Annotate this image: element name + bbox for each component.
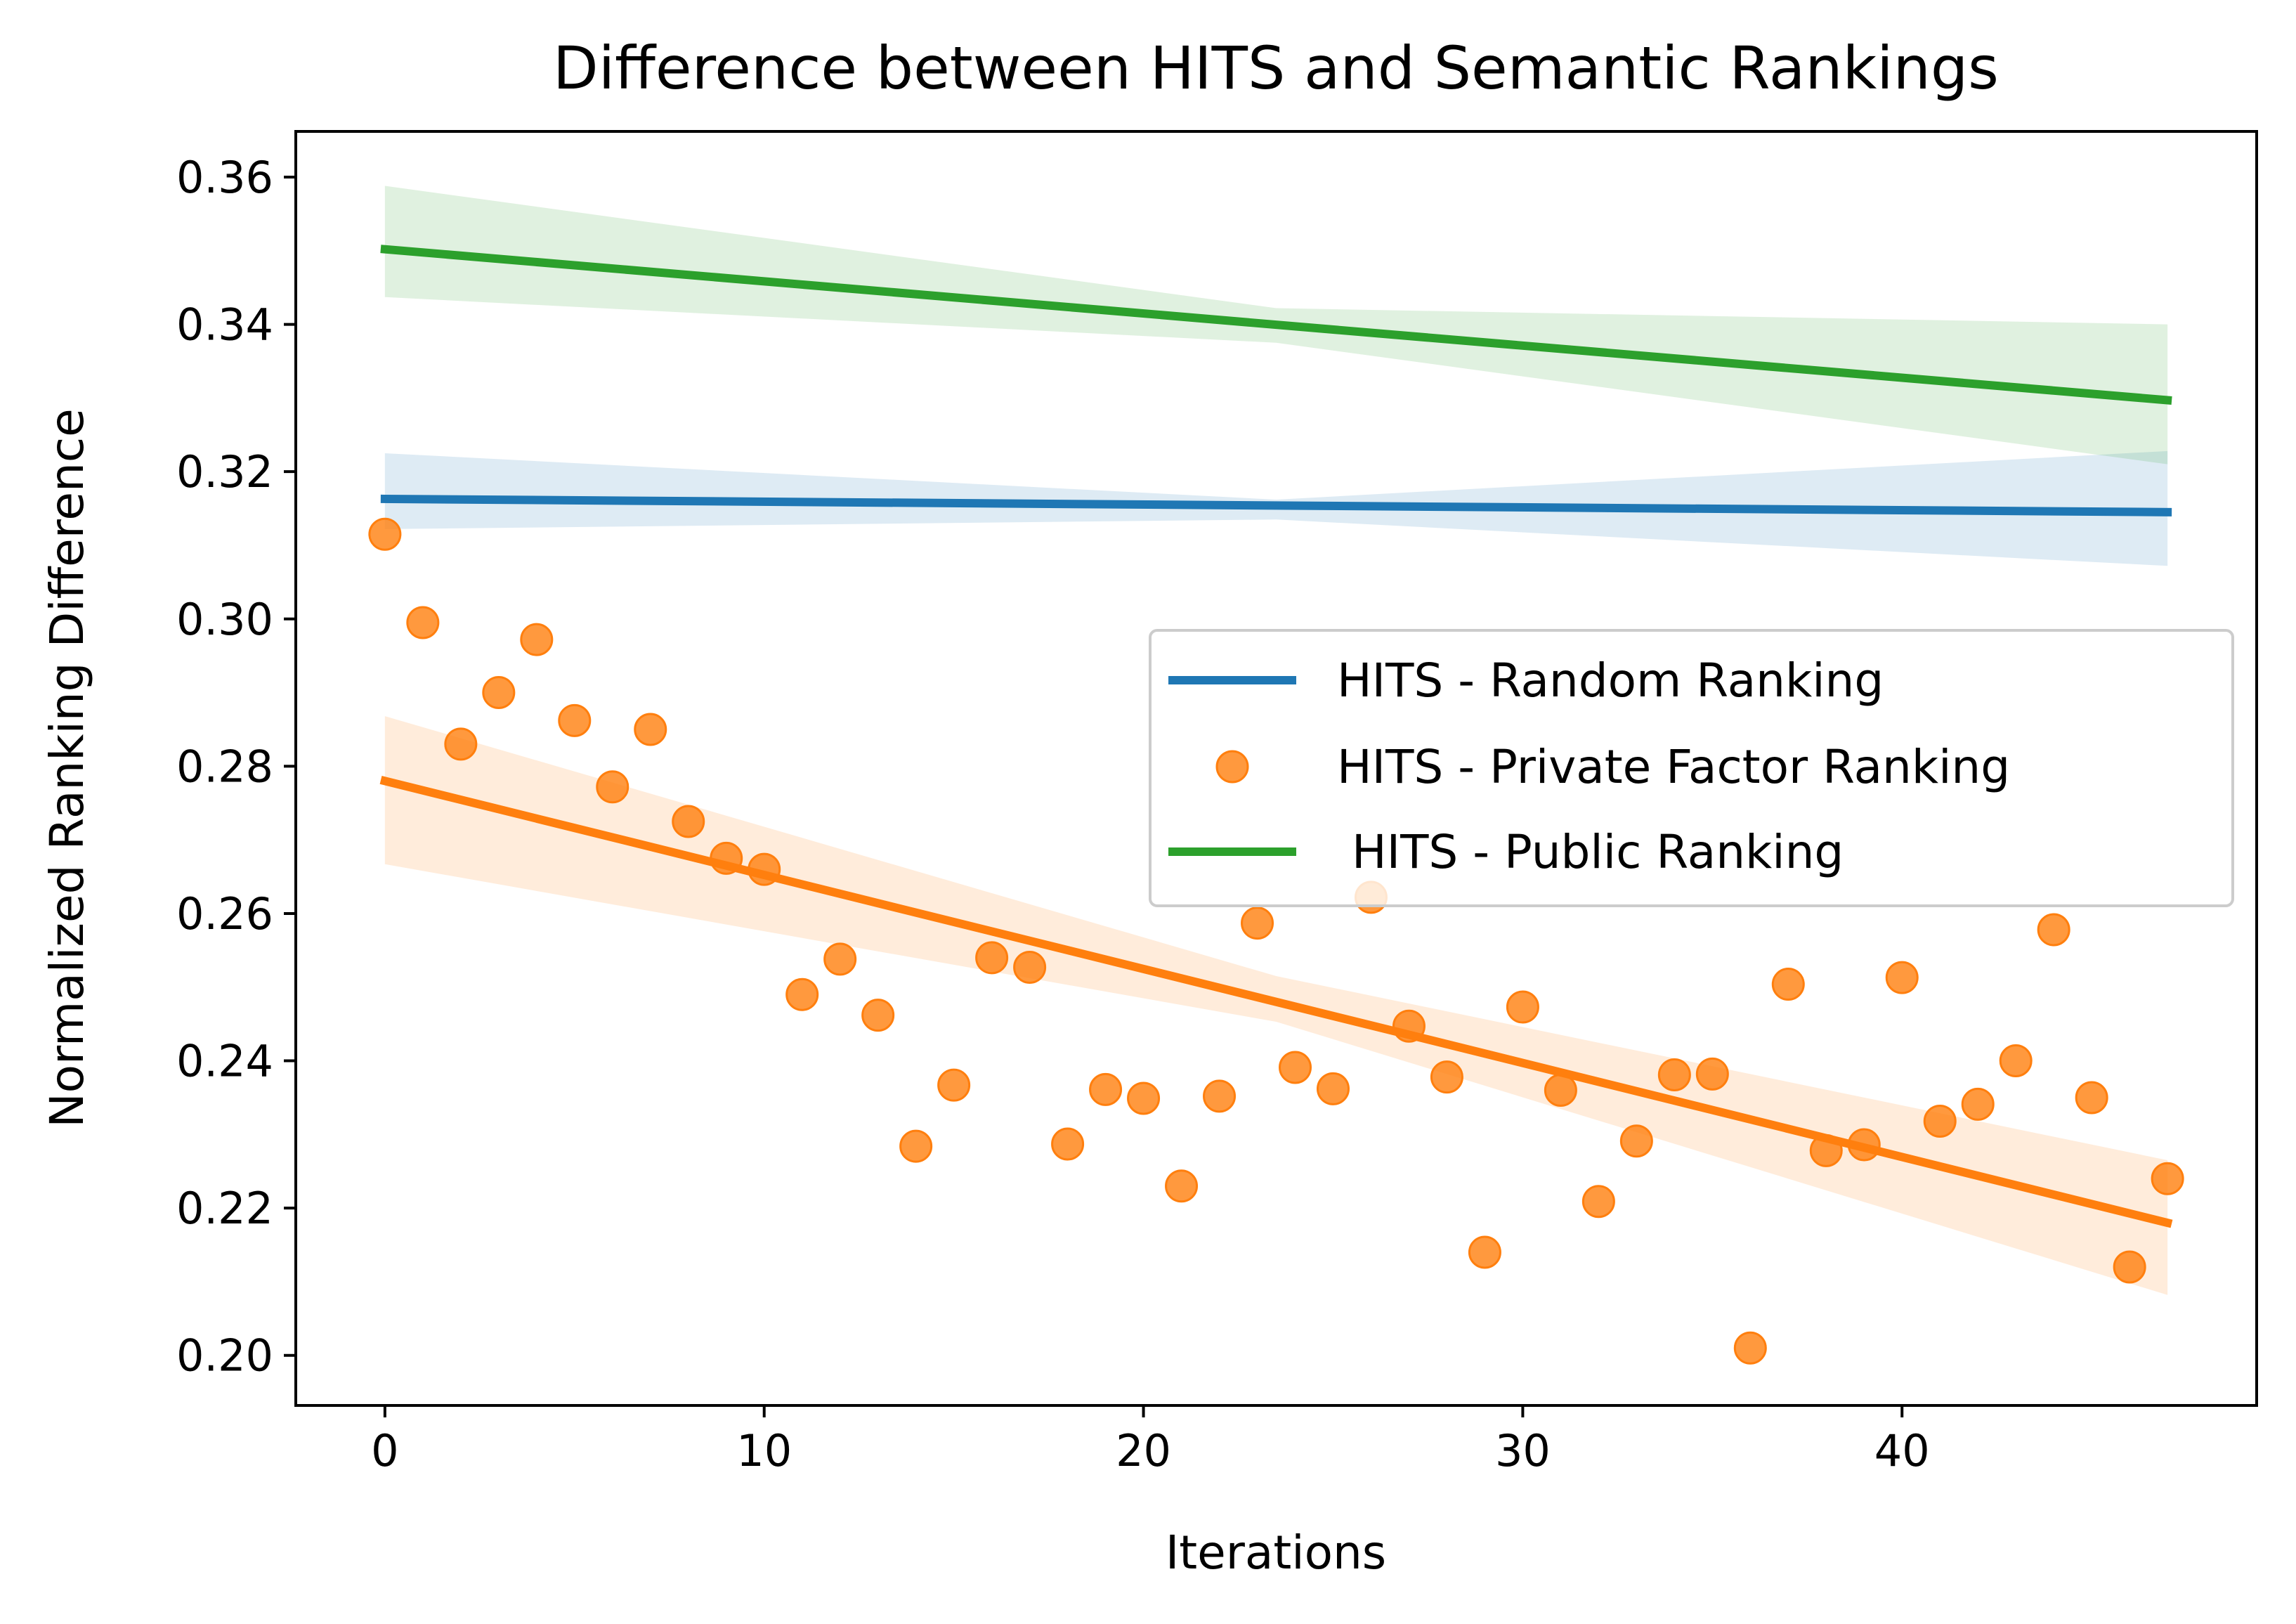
fit-lines: [379, 245, 2173, 1228]
y-tick-label: 0.26: [176, 888, 273, 940]
scatter-point: [1506, 990, 1539, 1024]
plot-frame: [294, 130, 2258, 1407]
x-tick-label: 30: [1495, 1425, 1551, 1476]
scatter-point: [1771, 968, 1805, 1001]
series-line-2: [380, 245, 2172, 405]
scatter-point: [1885, 961, 1919, 994]
scatter-point: [975, 941, 1009, 975]
legend: HITS - Random Ranking HITS - Private Fact…: [1149, 629, 2234, 907]
scatter-point: [1127, 1081, 1161, 1115]
scatter-point: [823, 942, 857, 976]
legend-swatch-marker: [1215, 750, 1249, 784]
scatter-point: [1316, 1072, 1350, 1105]
series-line-1: [379, 776, 2173, 1228]
x-axis-ticks: 0 10 20 30 40: [371, 1405, 1930, 1476]
scatter-point: [558, 703, 592, 737]
scatter-point: [1089, 1072, 1123, 1106]
x-tick-label: 10: [736, 1425, 792, 1476]
scatter-point: [1430, 1060, 1463, 1094]
scatter-point: [1544, 1073, 1577, 1107]
y-tick-label: 0.24: [176, 1036, 273, 1087]
x-tick-label: 0: [371, 1425, 398, 1476]
legend-box: [1149, 629, 2234, 907]
scatter-point: [1241, 907, 1274, 940]
scatter-point: [444, 727, 478, 761]
scatter-point: [1733, 1331, 1767, 1365]
scatter-point: [1961, 1087, 1995, 1121]
scatter-point: [1999, 1044, 2033, 1078]
chart-title: Difference between HITS and Semantic Ran…: [553, 34, 1999, 103]
scatter-point: [1695, 1057, 1729, 1091]
legend-items: HITS - Random Ranking HITS - Private Fact…: [1168, 654, 2010, 879]
scatter-point: [1581, 1185, 1615, 1219]
series-line-0: [380, 494, 2172, 517]
y-tick-label: 0.22: [176, 1183, 273, 1234]
scatter-point: [2151, 1162, 2184, 1195]
scatter-point: [1051, 1127, 1085, 1161]
scatter-point: [2037, 913, 2070, 947]
legend-label: HITS - Private Factor Ranking: [1337, 740, 2010, 794]
scatter-point: [1278, 1051, 1312, 1084]
scatter-point: [1013, 950, 1047, 984]
scatter-point: [899, 1129, 933, 1163]
y-tick-label: 0.28: [176, 741, 273, 792]
scatter-point: [1619, 1124, 1653, 1158]
y-tick-label: 0.34: [176, 299, 273, 351]
y-tick-label: 0.30: [176, 594, 273, 645]
y-axis-ticks: 0.20 0.22 0.24 0.26 0.28 0.30 0.32 0.34 0.36: [176, 152, 296, 1382]
scatter-point: [672, 805, 705, 838]
x-axis-label: Iterations: [1166, 1526, 1386, 1580]
legend-label: HITS - Random Ranking: [1337, 654, 1884, 708]
scatter-point: [596, 770, 630, 804]
scatter-point: [482, 676, 516, 710]
scatter-point: [1923, 1104, 1957, 1138]
scatter-point: [1203, 1079, 1237, 1113]
scatter-point: [2113, 1250, 2146, 1284]
scatter-point: [785, 977, 819, 1011]
y-tick-label: 0.32: [176, 446, 273, 498]
scatter-point: [937, 1068, 971, 1102]
scatter-point: [520, 623, 554, 656]
scatter-point: [1468, 1235, 1501, 1269]
scatter-point: [1165, 1169, 1199, 1203]
x-tick-label: 20: [1116, 1425, 1171, 1476]
y-tick-label: 0.36: [176, 152, 273, 203]
scatter-point: [1657, 1058, 1691, 1091]
x-tick-label: 40: [1874, 1425, 1930, 1476]
scatter-point: [406, 606, 440, 639]
scatter-point: [2075, 1081, 2108, 1115]
scatter-point: [368, 517, 402, 551]
legend-label: HITS - Public Ranking: [1337, 825, 1844, 879]
scatter-point: [634, 713, 667, 746]
y-axis-label: Normalized Ranking Difference: [40, 408, 94, 1127]
scatter-point: [861, 999, 895, 1032]
y-tick-label: 0.20: [176, 1330, 273, 1382]
